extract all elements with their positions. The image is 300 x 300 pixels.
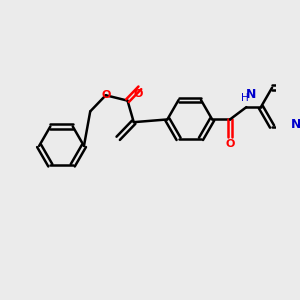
Text: N: N [246,88,256,101]
Text: O: O [101,90,110,100]
Text: O: O [225,140,235,149]
Text: H: H [241,93,249,103]
Text: O: O [134,89,143,99]
Text: N: N [291,118,300,131]
